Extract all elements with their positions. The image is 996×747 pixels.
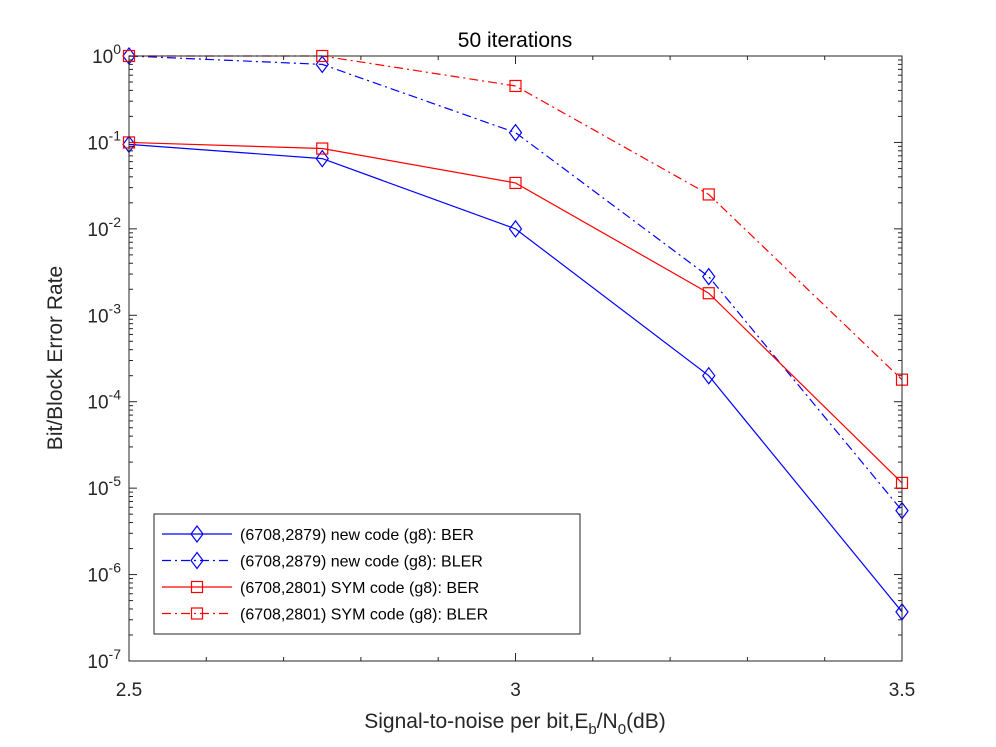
series-layer	[122, 47, 909, 621]
y-tick-label: 100	[92, 41, 121, 68]
legend-entry: (6708,2879) new code (g8): BLER	[162, 551, 483, 571]
series-line	[128, 141, 903, 484]
legend-label: (6708,2879) new code (g8): BLER	[240, 554, 483, 571]
x-tick-label: 3.5	[889, 680, 915, 701]
square-marker	[190, 607, 204, 620]
y-axis-label: Bit/Block Error Rate	[44, 266, 67, 450]
legend-entries: (6708,2879) new code (g8): BER (6708,2879…	[162, 525, 488, 624]
legend-label: (6708,2879) new code (g8): BER	[240, 527, 474, 544]
minor-ticks	[129, 56, 902, 661]
legend-label: (6708,2801) SYM code (g8): BER	[240, 580, 479, 597]
x-axis-label-unit: (dB)	[626, 710, 666, 733]
series-line	[128, 55, 903, 511]
square-marker	[509, 79, 522, 93]
y-tick-label-exponent: -6	[109, 560, 122, 576]
y-tick-label: 10-2	[87, 214, 121, 241]
x-axis-label-mid: /N	[597, 710, 618, 733]
square-marker	[316, 142, 329, 155]
y-tick-label-base: 10	[87, 393, 108, 414]
y-tick-label-exponent: 0	[113, 41, 121, 57]
legend-entry: (6708,2879) new code (g8): BER	[162, 525, 474, 544]
diamond-marker	[190, 551, 204, 570]
y-tick-label-exponent: -7	[109, 646, 122, 662]
diamond-marker	[508, 123, 523, 142]
y-tick-label: 10-1	[87, 127, 121, 154]
legend-entry: (6708,2801) SYM code (g8): BLER	[162, 607, 488, 624]
y-tick-label-base: 10	[87, 133, 108, 154]
series-1	[122, 135, 909, 621]
plot-frame	[128, 55, 903, 662]
x-tick-label: 2.5	[116, 680, 142, 701]
x-axis-label-sub-0: 0	[618, 721, 626, 738]
y-tick-label: 10-5	[87, 473, 121, 500]
y-tick-label-base: 10	[87, 220, 108, 241]
y-tick-label-base: 10	[87, 306, 108, 327]
y-tick-label: 10-4	[87, 387, 121, 414]
x-tick-labels: 2.5 3 3.5	[116, 680, 915, 701]
square-marker	[702, 287, 715, 300]
diamond-marker	[315, 149, 329, 168]
square-marker	[190, 580, 204, 594]
y-tick-label-exponent: -3	[109, 300, 122, 316]
x-axis-label-main: Signal-to-noise per bit,E	[364, 710, 588, 733]
y-tick-label-exponent: -1	[109, 127, 122, 143]
diamond-marker	[190, 525, 204, 543]
y-tick-label-exponent: -5	[109, 473, 122, 489]
y-tick-label-base: 10	[87, 479, 108, 500]
square-marker	[702, 188, 715, 201]
series-3	[122, 136, 909, 489]
x-axis-label-sub-b: b	[588, 721, 596, 738]
diamond-marker	[702, 267, 716, 286]
y-tick-label-base: 10	[92, 47, 113, 68]
y-tick-label: 10-7	[87, 646, 121, 673]
series-line	[128, 143, 903, 613]
legend-entry: (6708,2801) SYM code (g8): BER	[162, 580, 479, 597]
x-tick-label: 3	[510, 680, 521, 701]
diamond-marker	[702, 366, 716, 385]
y-tick-label-base: 10	[87, 566, 108, 587]
y-tick-label-base: 10	[87, 652, 108, 673]
x-axis-label: Signal-to-noise per bit,Eb/N0(dB)	[364, 710, 666, 738]
y-tick-label: 10-3	[87, 300, 121, 327]
legend-label: (6708,2801) SYM code (g8): BLER	[240, 607, 488, 624]
y-tick-label: 10-6	[87, 560, 121, 587]
y-tick-label-exponent: -2	[109, 214, 122, 230]
y-tick-label-exponent: -4	[109, 387, 122, 403]
chart-title: 50 iterations	[458, 29, 572, 52]
diamond-marker	[508, 219, 523, 238]
square-marker	[509, 176, 522, 190]
legend: (6708,2879) new code (g8): BER (6708,2879…	[153, 513, 581, 635]
